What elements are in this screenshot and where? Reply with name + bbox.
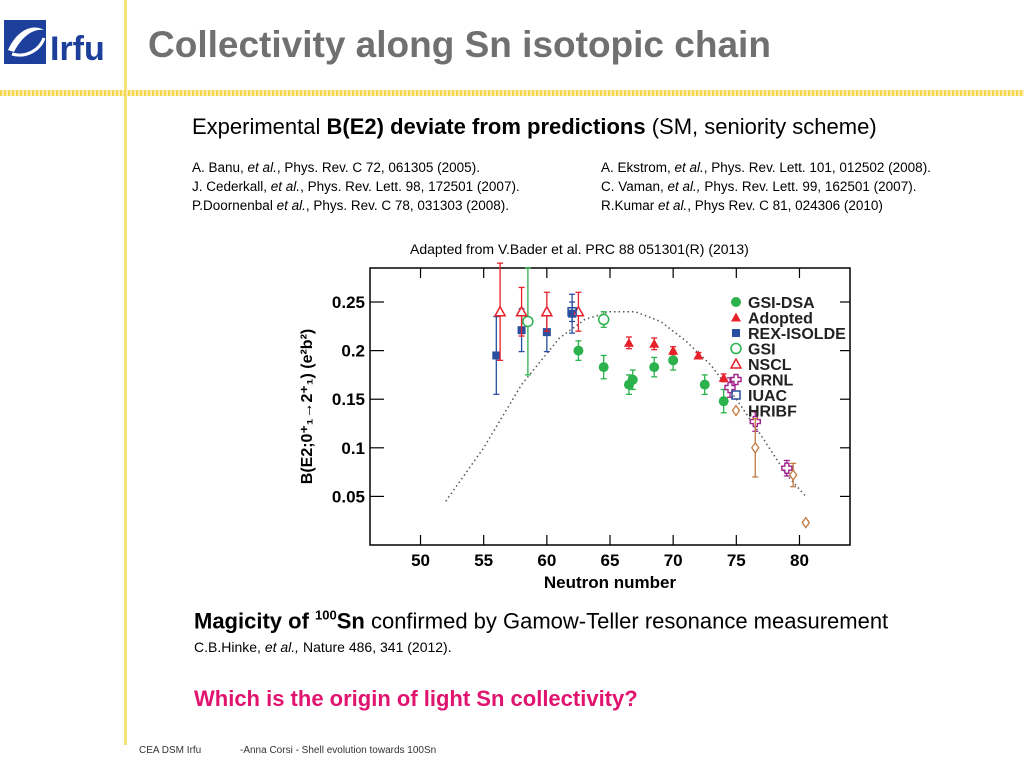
irfu-logo: Irfu [4, 20, 105, 68]
data-point [649, 338, 660, 348]
data-point [788, 468, 798, 482]
legend-label: NSCL [748, 357, 792, 374]
x-axis-label: Neutron number [544, 573, 677, 592]
data-point [522, 315, 534, 328]
legend-label: ORNL [748, 373, 794, 390]
data-point [492, 351, 501, 360]
data-point [801, 516, 811, 529]
footer-org: CEA DSM Irfu [139, 745, 202, 756]
data-point [668, 345, 679, 355]
legend-label: REX-ISOLDE [748, 326, 846, 343]
legend-label: Adopted [748, 311, 813, 328]
y-tick-label: 0.1 [341, 439, 365, 458]
subtitle-bold: B(E2) deviate from predictions [326, 114, 646, 139]
data-point [598, 362, 609, 373]
magicity-statement: Magicity of 100Sn confirmed by Gamow-Tel… [194, 608, 889, 634]
references-left: A. Banu, et al., Phys. Rev. C 72, 061305… [192, 158, 520, 215]
legend-marker [731, 404, 741, 417]
prediction-curve [445, 310, 807, 502]
legend-marker [731, 297, 741, 307]
footer-author: -Anna Corsi - Shell evolution towards 10… [240, 745, 437, 756]
series-iuac [567, 301, 577, 323]
legend-marker [729, 357, 743, 369]
data-point [597, 313, 610, 326]
x-tick-label: 70 [664, 551, 683, 570]
logo-text: Irfu [50, 30, 105, 68]
data-point [750, 441, 760, 454]
reference-item: A. Banu, et al., Phys. Rev. C 72, 061305… [192, 160, 480, 175]
reference-item: P.Doornenbal et al., Phys. Rev. C 78, 03… [192, 198, 509, 213]
y-tick-label: 0.25 [332, 293, 365, 312]
series-gsi-dsa [573, 340, 729, 414]
reference-item: A. Ekstrom, et al., Phys. Rev. Lett. 101… [601, 160, 931, 175]
data-point [627, 374, 638, 385]
legend-marker [732, 329, 740, 337]
legend-label: GSI-DSA [748, 295, 815, 312]
data-point [699, 379, 710, 390]
y-tick-label: 0.05 [332, 487, 365, 506]
page-title: Collectivity along Sn isotopic chain [148, 24, 771, 65]
y-axis-label: B(E2;0⁺₁→2⁺₁) (e²b²) [299, 329, 316, 484]
x-tick-label: 55 [474, 551, 493, 570]
header-rule [0, 90, 1024, 96]
series-gsi [522, 267, 610, 376]
reference-item: J. Cederkall, et al., Phys. Rev. Lett. 9… [192, 179, 520, 194]
figure-caption: Adapted from V.Bader et al. PRC 88 05130… [410, 241, 749, 257]
key-question: Which is the origin of light Sn collecti… [194, 686, 638, 711]
hinke-reference: C.B.Hinke, et al., Nature 486, 341 (2012… [194, 639, 452, 655]
data-point [540, 305, 554, 317]
data-point [718, 396, 729, 407]
vertical-rule [124, 0, 127, 745]
data-point [649, 362, 660, 373]
reference-item: C. Vaman, et al., Phys. Rev. Lett. 99, 1… [601, 179, 917, 194]
legend-label: IUAC [748, 388, 788, 405]
series-hribf [750, 417, 811, 529]
y-tick-label: 0.2 [341, 342, 365, 361]
x-tick-label: 75 [727, 551, 746, 570]
legend-marker [731, 312, 741, 322]
series-rex-isolde [492, 293, 577, 396]
legend-label: GSI [748, 342, 776, 359]
x-tick-label: 50 [411, 551, 430, 570]
x-tick-label: 80 [790, 551, 809, 570]
legend-marker [730, 342, 742, 355]
x-tick-label: 60 [537, 551, 556, 570]
data-point [668, 355, 679, 366]
subtitle: Experimental B(E2) deviate from predicti… [192, 114, 877, 140]
subtitle-post: (SM, seniority scheme) [645, 114, 877, 139]
references-right: A. Ekstrom, et al., Phys. Rev. Lett. 101… [601, 158, 931, 215]
legend-marker [731, 390, 741, 400]
data-point [573, 345, 584, 356]
data-point [542, 328, 551, 337]
data-point [693, 350, 704, 360]
data-point [515, 305, 528, 317]
data-point [781, 462, 793, 474]
y-tick-label: 0.15 [332, 390, 365, 409]
legend-marker [730, 373, 742, 386]
reference-item: R.Kumar et al., Phys Rev. C 81, 024306 (… [601, 198, 883, 213]
data-point [493, 305, 507, 317]
legend-label: HRIBF [748, 404, 797, 421]
data-point [567, 306, 577, 317]
subtitle-pre: Experimental [192, 114, 327, 139]
series-adopted [623, 336, 729, 383]
be2-chart: 50 55 60 65 70 75 80 0.05 0.1 0.15 0.2 0.25 Neutron … [299, 262, 851, 592]
data-point [718, 372, 729, 382]
x-tick-label: 65 [601, 551, 620, 570]
data-point [623, 337, 634, 347]
